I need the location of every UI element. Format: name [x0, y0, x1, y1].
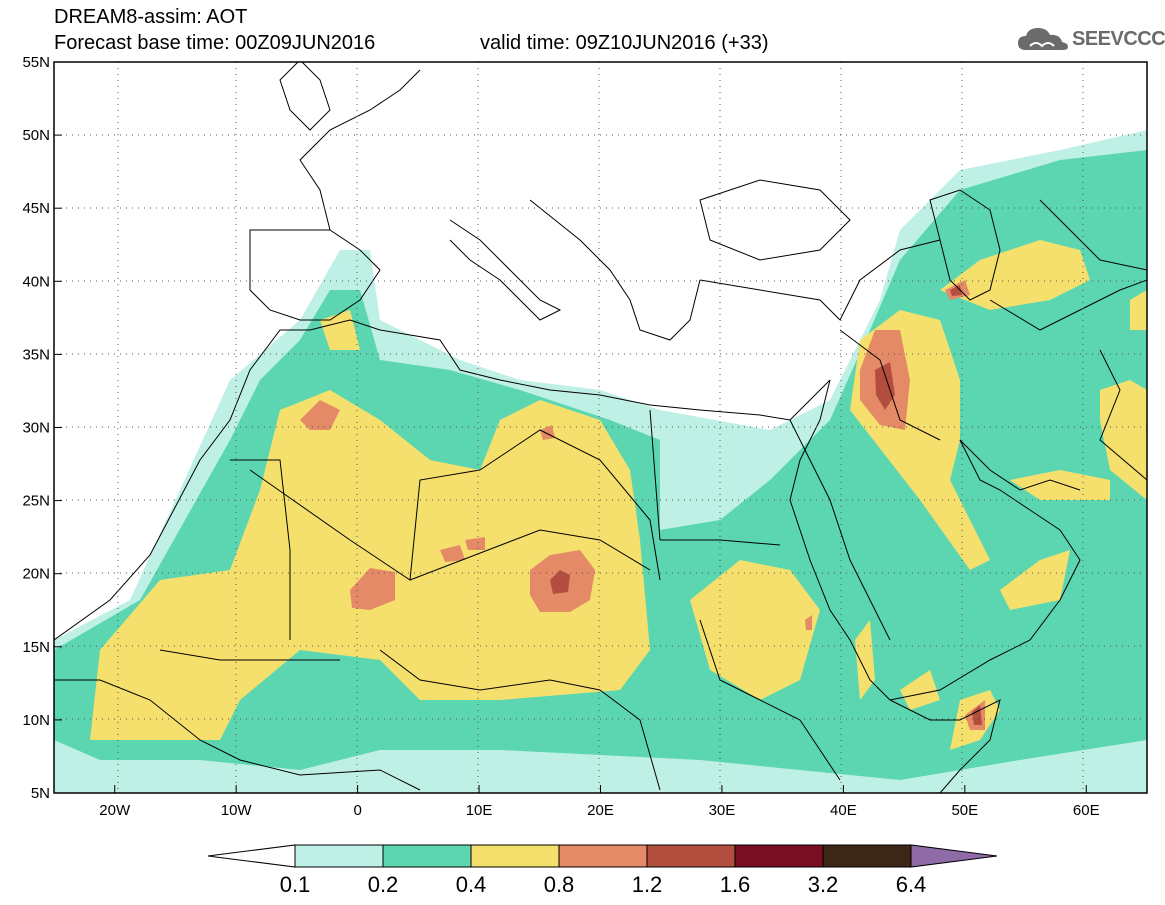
aot-field — [54, 130, 1147, 793]
colorbar-level-label: 3.2 — [808, 872, 839, 897]
coastlines — [54, 62, 1147, 793]
lat-tick-label: 15N — [22, 639, 50, 656]
colorbar-level-label: 0.1 — [280, 872, 311, 897]
colorbar-level-label: 0.8 — [544, 872, 575, 897]
logo-text: SEEVCCC — [1072, 28, 1165, 50]
colorbar-min-arrow — [207, 844, 296, 868]
lon-tick-label: 30E — [709, 802, 736, 819]
colorbar-level-label: 6.4 — [896, 872, 927, 897]
colorbar-level-label: 0.2 — [368, 872, 399, 897]
lon-tick-label: 0 — [353, 802, 361, 819]
lon-tick-label: 20W — [99, 802, 131, 819]
aot-level-1.2 — [550, 285, 982, 725]
lon-tick-label: 50E — [951, 802, 978, 819]
lat-tick-label: 25N — [22, 493, 50, 510]
colorbar-swatch — [294, 844, 384, 868]
lat-tick-label: 45N — [22, 200, 50, 217]
colorbar-level-label: 1.6 — [720, 872, 751, 897]
colorbar-swatch — [646, 844, 736, 868]
lat-tick-label: 35N — [22, 346, 50, 363]
lat-tick-label: 40N — [22, 273, 50, 290]
lon-tick-label: 40E — [830, 802, 857, 819]
colorbar-level-label: 1.2 — [632, 872, 663, 897]
lat-tick-label: 20N — [22, 566, 50, 583]
colorbar-swatch — [382, 844, 472, 868]
latitude-axis: 55N 50N 45N 40N 35N 30N 25N 20N 15N 10N 5N — [22, 54, 62, 802]
colorbar-swatch — [734, 844, 824, 868]
lon-tick-label: 10E — [466, 802, 493, 819]
map-title: DREAM8-assim: AOT — [54, 6, 248, 28]
lat-tick-label: 55N — [22, 54, 50, 71]
colorbar-max-arrow — [910, 844, 998, 868]
gridlines — [54, 62, 1147, 793]
lat-tick-label: 10N — [22, 712, 50, 729]
seevccc-logo: SEEVCCC — [1016, 24, 1165, 56]
lat-tick-label: 50N — [22, 127, 50, 144]
lon-tick-label: 10W — [221, 802, 253, 819]
forecast-base-time: Forecast base time: 00Z09JUN2016 — [54, 32, 376, 54]
lat-tick-label: 5N — [31, 785, 50, 802]
longitude-axis: 20W 10W 0 10E 20E 30E 40E 50E 60E — [99, 785, 1100, 819]
colorbar-swatch — [470, 844, 560, 868]
lon-tick-label: 20E — [587, 802, 614, 819]
cloud-icon — [1018, 28, 1068, 50]
colorbar: 0.1 0.2 0.4 0.8 1.2 1.6 3.2 6.4 — [207, 844, 998, 897]
colorbar-level-label: 0.4 — [456, 872, 487, 897]
lat-tick-label: 30N — [22, 420, 50, 437]
valid-time: valid time: 09Z10JUN2016 (+33) — [480, 32, 769, 54]
colorbar-swatch — [822, 844, 912, 868]
colorbar-swatch — [558, 844, 648, 868]
lon-tick-label: 60E — [1073, 802, 1100, 819]
